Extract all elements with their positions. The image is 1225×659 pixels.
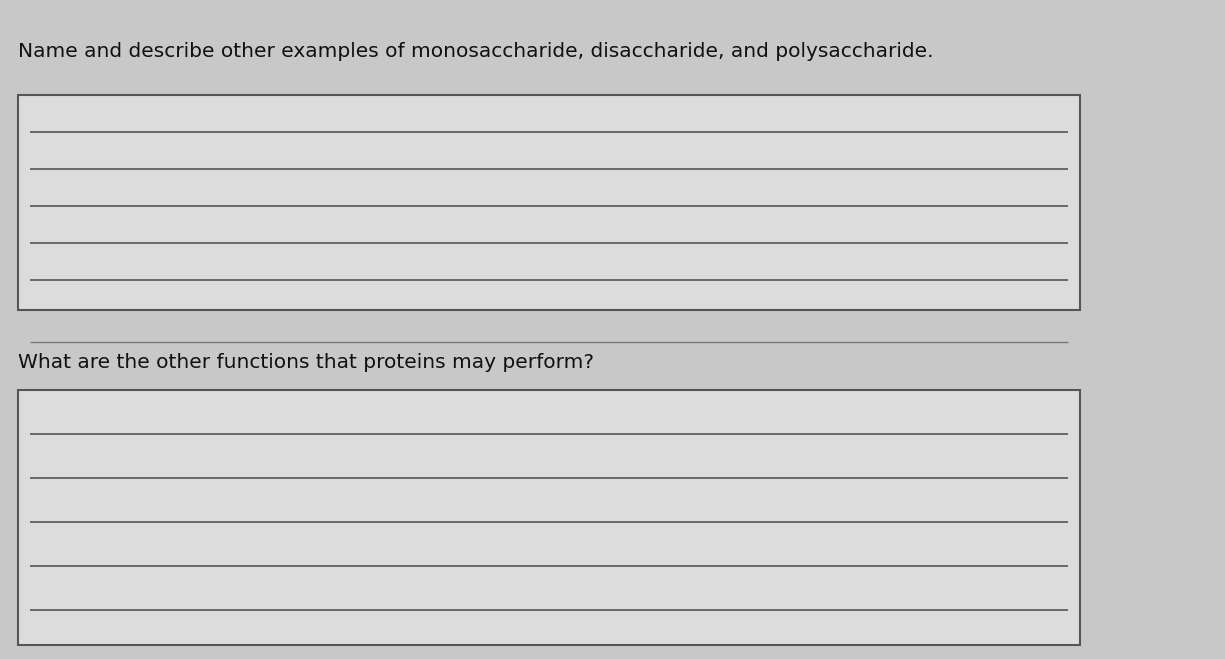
Text: What are the other functions that proteins may perform?: What are the other functions that protei… xyxy=(18,353,594,372)
Text: Name and describe other examples of monosaccharide, disaccharide, and polysaccha: Name and describe other examples of mono… xyxy=(18,42,933,61)
Bar xyxy=(18,95,1080,310)
Bar xyxy=(18,390,1080,645)
